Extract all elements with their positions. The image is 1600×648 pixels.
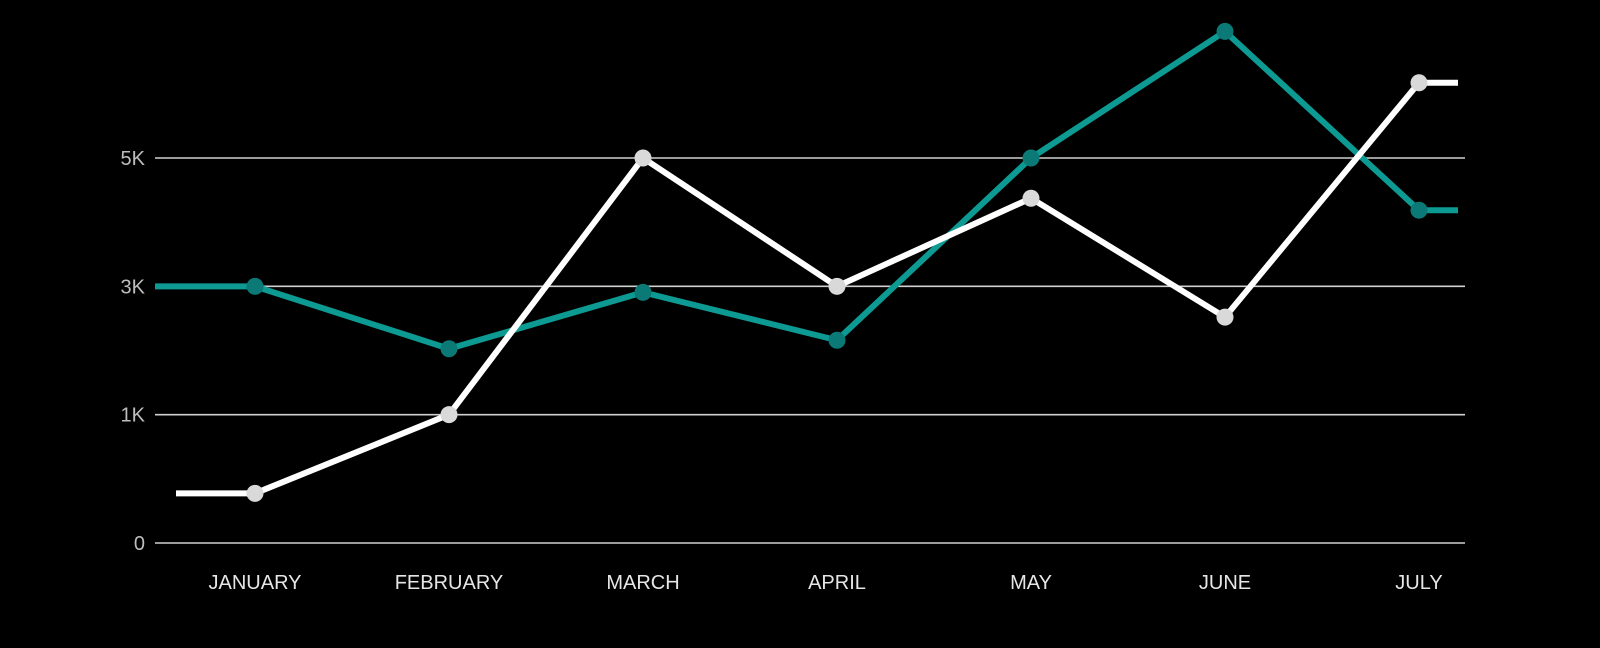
x-tick-label: JUNE [1199, 572, 1251, 594]
data-point [246, 484, 264, 502]
data-point [1216, 308, 1234, 326]
y-tick-label: 3K [121, 276, 146, 298]
data-point [828, 331, 846, 349]
data-point [1216, 22, 1234, 40]
x-tick-label: JULY [1395, 572, 1442, 594]
x-tick-label: MARCH [606, 572, 679, 594]
data-point [1022, 189, 1040, 207]
y-tick-label: 1K [121, 405, 146, 427]
data-point [1410, 201, 1428, 219]
data-point [634, 149, 652, 167]
data-point [440, 406, 458, 424]
data-point [1022, 149, 1040, 167]
x-tick-label: MAY [1010, 572, 1052, 594]
y-tick-label: 5K [121, 148, 146, 170]
data-point [634, 283, 652, 301]
data-point [246, 277, 264, 295]
data-point [1410, 74, 1428, 92]
x-tick-label: APRIL [808, 572, 866, 594]
y-tick-label: 0 [134, 533, 145, 555]
x-tick-label: JANUARY [209, 572, 302, 594]
x-tick-label: FEBRUARY [395, 572, 504, 594]
data-point [828, 277, 846, 295]
data-point [440, 340, 458, 358]
